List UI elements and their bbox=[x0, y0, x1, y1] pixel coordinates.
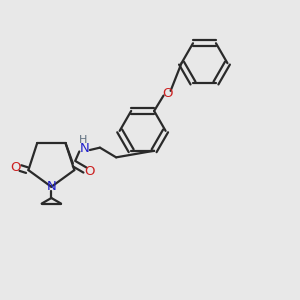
Text: O: O bbox=[10, 161, 20, 174]
Text: O: O bbox=[162, 87, 172, 100]
Text: N: N bbox=[46, 180, 56, 193]
Text: N: N bbox=[80, 142, 89, 155]
Text: O: O bbox=[84, 165, 95, 178]
Text: H: H bbox=[79, 135, 87, 145]
